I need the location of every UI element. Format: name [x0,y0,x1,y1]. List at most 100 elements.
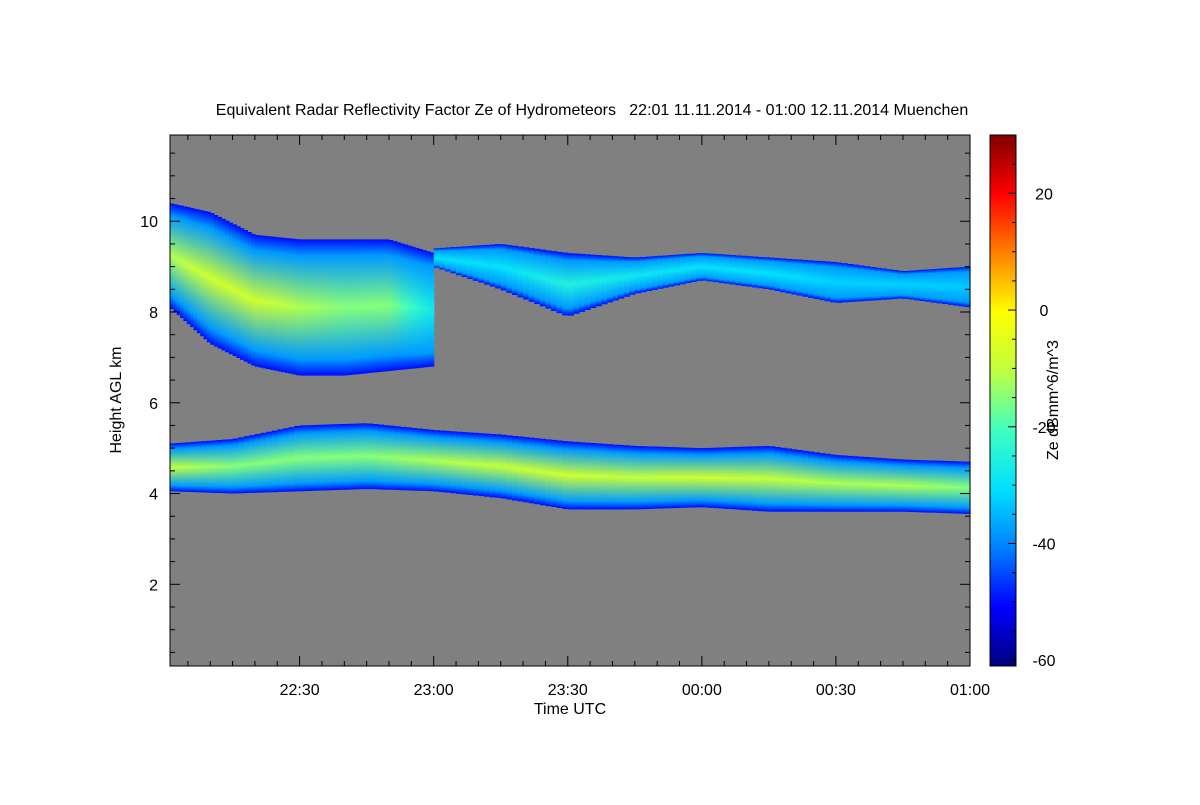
echo-column [426,251,431,367]
echo-column [281,237,286,373]
echo-column [210,213,215,345]
echo-column [227,439,234,494]
echo-column [914,460,921,513]
colorbar-tick-label: -40 [1032,536,1055,553]
echo-column [217,216,222,349]
echo-column [428,429,435,492]
echo-column [292,238,297,375]
echo-layer [170,203,435,376]
echo-column [489,244,496,287]
echo-column [897,459,904,512]
echo-column [444,430,452,493]
x-tick-label: 22:30 [280,682,320,699]
echo-column [359,239,364,374]
echo-column [763,446,770,512]
echo-column [411,428,418,491]
echo-column [640,446,647,510]
echo-column [260,432,267,493]
echo-column [964,461,971,514]
echo-column [556,251,563,314]
echo-column [551,251,558,311]
echo-column [381,239,386,372]
echo-column [578,253,586,312]
echo-column [206,211,211,343]
echo-column [886,458,893,512]
echo-column [439,247,446,270]
echo-column [517,246,524,298]
echo-column [606,444,614,510]
echo-column [562,252,569,316]
echo-column [852,264,859,302]
echo-column [936,460,943,513]
echo-column [623,257,630,297]
echo-column [200,210,205,337]
echo-column [752,446,759,511]
echo-column [858,265,865,302]
echo-column [322,239,327,376]
echo-column [958,267,965,307]
echo-column [266,236,271,370]
echo-column [595,255,602,307]
echo-column [947,267,954,305]
echo-column [418,249,424,368]
echo-column [858,456,865,512]
echo-column [958,461,965,514]
echo-column [430,252,435,367]
echo-column [336,239,342,376]
x-tick-label: 23:00 [414,682,454,699]
echo-column [590,254,597,308]
echo-column [808,260,815,298]
echo-column [254,434,262,493]
echo-column [385,239,390,372]
echo-column [355,239,360,375]
echo-column [668,255,675,287]
echo-column [863,266,871,301]
echo-column [880,458,887,512]
echo-column [718,254,725,283]
echo-column [618,256,625,299]
echo-column [185,442,192,492]
echo-column [696,253,703,281]
echo-column [925,269,932,302]
echo-column [757,446,764,512]
echo-column [590,443,597,510]
echo-column [897,270,904,299]
echo-column [396,242,401,370]
echo-column [774,447,781,512]
echo-column [190,208,195,328]
echo-column [819,453,826,512]
colorbar-label: Ze dBmm^6/m^3 [1045,340,1062,460]
echo-column [400,243,405,370]
echo-column [841,263,848,303]
echo-column [351,239,357,375]
echo-column [456,431,463,494]
echo-column [439,430,446,493]
echo-column [523,247,530,300]
x-tick-label: 01:00 [950,682,990,699]
echo-column [623,445,630,510]
echo-column [578,442,586,510]
echo-column [562,441,569,509]
echo-column [258,235,263,368]
echo-column [713,253,720,283]
echo-column [517,436,524,502]
echo-column [247,232,252,364]
echo-column [340,239,345,376]
echo-column [930,460,938,513]
echo-column [232,224,237,356]
echo-column [629,445,636,510]
echo-column [500,434,507,499]
echo-column [173,204,178,312]
echo-column [545,439,552,507]
echo-column [310,425,317,491]
echo-column [545,250,552,309]
echo-column [316,424,323,491]
echo-column [824,453,831,512]
echo-column [936,268,943,304]
echo-column [327,424,334,491]
echo-column [964,266,971,308]
echo-column [303,239,308,376]
echo-column [269,236,275,370]
echo-column [329,239,334,376]
x-axis-label: Time UTC [534,701,606,718]
